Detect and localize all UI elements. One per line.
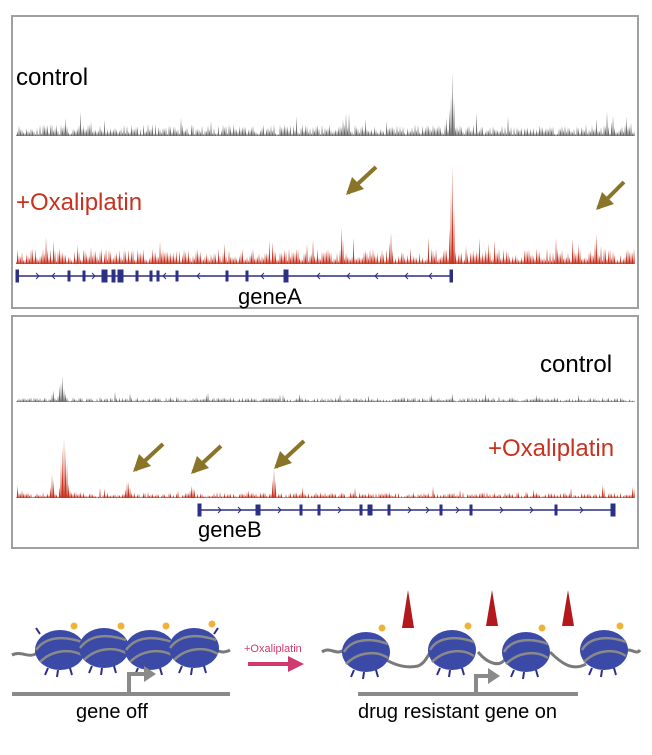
panel-a-arrow-1 [346, 165, 378, 195]
promoter-arrow-left [127, 672, 146, 692]
schematic-left: gene off [11, 620, 231, 723]
nucleosome [428, 630, 476, 678]
treatment-arrow: +Oxaliplatin [244, 643, 304, 672]
oxaliplatin-spike [486, 590, 498, 626]
promoter-arrow-right [474, 674, 490, 692]
dna-strand-right [321, 646, 642, 669]
oxaliplatin-spike [402, 590, 414, 628]
oxaliplatin-spike-group [402, 590, 574, 628]
treatment-label: +Oxaliplatin [244, 643, 302, 655]
nucleosome [34, 627, 85, 678]
panel-b-control-track [16, 375, 635, 402]
panel-a-control-track [16, 71, 635, 136]
panel-b-arrow-1 [133, 442, 165, 472]
nucleosome [342, 632, 390, 680]
promoter-arrowhead-right [488, 668, 500, 684]
panel-a-treated-label: +Oxaliplatin [16, 189, 142, 216]
panel-a-gene-label: geneA [238, 284, 302, 309]
panel-a-gene-model [15, 269, 453, 283]
state-off-label: gene off [76, 701, 148, 723]
histone-mark [70, 620, 216, 630]
panel-b-control-label: control [540, 351, 612, 378]
panel-a-border [11, 15, 639, 309]
panel-a-control-label: control [16, 64, 88, 91]
nucleosome-group-left [34, 620, 219, 678]
nucleosome [78, 628, 129, 676]
gene-body-bar-right [358, 692, 578, 696]
panel-b: control +Oxaliplatin [11, 315, 639, 549]
state-on-label: drug resistant gene on [358, 701, 557, 723]
nucleosome [124, 630, 175, 678]
panel-b-gene-model [197, 503, 616, 517]
panel-b-treated-label: +Oxaliplatin [488, 435, 614, 462]
panel-b-arrow-3 [274, 439, 306, 469]
schematic-right: drug resistant gene on [321, 590, 642, 723]
panel-b-arrow-2 [191, 444, 223, 474]
nucleosome [502, 632, 550, 680]
histone-mark [378, 622, 624, 632]
gene-body-bar-left [12, 692, 230, 696]
oxaliplatin-spike [562, 590, 574, 626]
panel-b-gene-label: geneB [198, 517, 262, 542]
panel-a: control +Oxaliplatin [11, 15, 639, 309]
panel-a-arrow-2 [596, 180, 626, 210]
nucleosome-group-right [342, 622, 628, 680]
panel-a-treated-track [16, 165, 635, 264]
nucleosome [580, 630, 628, 678]
panel-b-border [11, 315, 639, 549]
nucleosome [168, 627, 219, 676]
promoter-arrowhead-left [144, 666, 156, 682]
